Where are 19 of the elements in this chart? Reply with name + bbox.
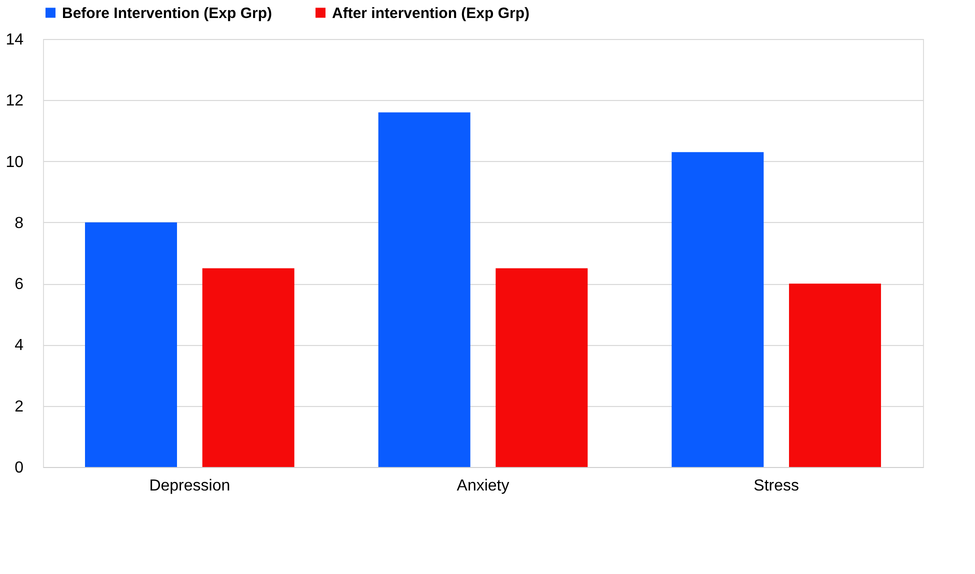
bar: [378, 112, 470, 467]
y-tick-label: 2: [14, 398, 24, 416]
y-tick-label: 12: [6, 92, 24, 110]
x-tick-label: Anxiety: [456, 478, 510, 494]
bar: [672, 152, 764, 467]
bar: [85, 222, 177, 467]
y-tick-label: 4: [14, 337, 24, 354]
legend-label: After intervention (Exp Grp): [332, 4, 530, 22]
bar: [789, 284, 881, 467]
legend-label: Before Intervention (Exp Grp): [62, 4, 272, 22]
bar: [496, 268, 588, 467]
y-tick-label: 8: [14, 214, 24, 232]
x-tick-label: Depression: [149, 478, 230, 494]
y-tick-label: 6: [14, 276, 24, 294]
x-tick-label: Stress: [754, 478, 800, 494]
bar: [202, 268, 294, 467]
y-tick-label: 14: [6, 32, 24, 48]
y-tick-label: 10: [6, 154, 24, 171]
y-tick-label: 0: [14, 460, 24, 476]
